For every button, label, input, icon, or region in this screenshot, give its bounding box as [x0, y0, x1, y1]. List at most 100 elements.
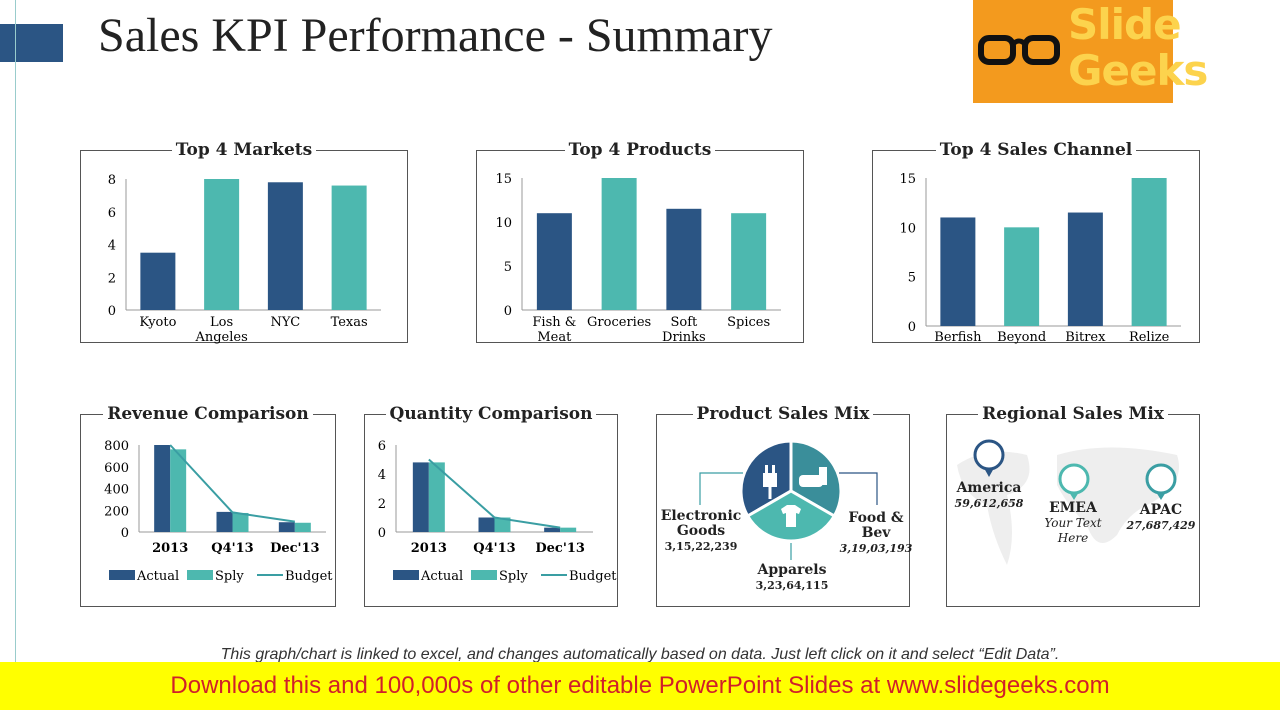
divider	[15, 0, 16, 662]
legend-swatch-sply	[471, 570, 497, 580]
legend-swatch-actual	[393, 570, 419, 580]
logo: Slide Geeks	[973, 0, 1208, 103]
y-tick-label: 0	[378, 526, 386, 541]
y-tick-label: 6	[378, 439, 386, 454]
bar-nyc	[267, 182, 303, 310]
y-tick-label: 0	[908, 320, 916, 335]
footnote: This graph/chart is linked to excel, and…	[220, 646, 1060, 663]
y-tick-label: 0	[108, 304, 116, 319]
x-tick-label: Kyoto	[139, 315, 176, 330]
pin-america	[973, 439, 1005, 477]
chart-title: Top 4 Products	[564, 140, 716, 160]
y-tick-label: 8	[108, 173, 116, 188]
x-tick-label: Berfish	[934, 330, 982, 345]
logo-line2: Geeks	[1068, 46, 1208, 95]
top-markets-chart: Top 4 Markets 0 2 4 6 8 Kyoto Los Angeles NYC Texa…	[80, 140, 408, 345]
plug-icon	[763, 465, 777, 499]
x-tick-label: Fish & Meat	[532, 315, 576, 345]
chart-title: Top 4 Markets	[171, 140, 317, 160]
budget-line	[428, 458, 561, 529]
bar-spices	[731, 213, 767, 310]
food-icon	[799, 467, 827, 487]
chart-title: Quantity Comparison	[385, 404, 597, 424]
revenue-comparison-chart: Revenue Comparison 0 200 400 600 800 2013 Q4'13…	[80, 404, 336, 607]
x-tick-label: Q4'13	[473, 541, 515, 556]
bar-beyond	[1004, 227, 1040, 326]
bar-sply	[170, 449, 187, 532]
product-sales-mix: Product Sales Mix Electronic Goods 3,15,2…	[656, 404, 912, 607]
legend-label: Sply	[215, 569, 244, 584]
connector-arrow	[699, 472, 743, 505]
y-tick-label: 600	[104, 461, 129, 476]
y-tick-label: 0	[121, 526, 129, 541]
y-tick-label: 10	[495, 216, 512, 231]
budget-line	[169, 444, 295, 523]
top-channels-chart: Top 4 Sales Channel 0 5 10 15 Berfish Beyond Bi…	[872, 140, 1200, 345]
y-tick-label: 15	[495, 172, 512, 187]
pin-apac	[1145, 463, 1177, 500]
bar-groceries	[601, 178, 637, 310]
y-tick-label: 6	[108, 206, 116, 221]
bar-berfish	[940, 217, 976, 326]
bar-los-angeles	[204, 179, 240, 310]
legend-label: Actual	[420, 569, 463, 584]
x-tick-label: Spices	[727, 315, 770, 330]
x-tick-label: Beyond	[997, 330, 1046, 345]
legend-label: Budget	[569, 569, 617, 584]
mix-item-apparels: Apparels 3,23,64,115	[755, 562, 829, 593]
bar-actual	[478, 517, 495, 532]
legend-swatch-actual	[109, 570, 135, 580]
y-tick-label: 5	[908, 271, 916, 286]
x-tick-label: Dec'13	[270, 541, 320, 556]
y-tick-label: 800	[104, 439, 129, 454]
legend-label: Sply	[499, 569, 528, 584]
chart-title: Revenue Comparison	[103, 404, 313, 424]
quantity-comparison-chart: Quantity Comparison 0 2 4 6 2013 Q4'13 Dec'13 Ac…	[364, 404, 618, 607]
x-tick-label: Relize	[1129, 330, 1170, 345]
y-tick-label: 400	[104, 483, 129, 498]
download-banner[interactable]: Download this and 100,000s of other edit…	[0, 662, 1280, 710]
bar-actual	[412, 462, 429, 532]
bar-soft-drinks	[666, 208, 702, 310]
bar-relize	[1131, 178, 1167, 326]
y-tick-label: 4	[108, 239, 116, 254]
bar-sply	[232, 512, 249, 532]
y-tick-label: 5	[504, 260, 512, 275]
glasses-icon	[978, 35, 1060, 65]
bar-texas	[331, 185, 367, 310]
bar-sply	[294, 522, 311, 532]
y-tick-label: 15	[899, 172, 916, 187]
regional-sales-mix: Regional Sales Mix America 59,612,658 EME…	[946, 404, 1200, 607]
region-emea: EMEA Your Text Here	[1044, 500, 1102, 546]
bar-kyoto	[140, 252, 176, 310]
pin-emea	[1058, 463, 1090, 500]
chart-title: Regional Sales Mix	[978, 404, 1168, 424]
x-tick-label: Bitrex	[1065, 330, 1106, 345]
y-tick-label: 2	[378, 497, 386, 512]
page-title: Sales KPI Performance - Summary	[98, 9, 773, 62]
bar-sply	[428, 462, 445, 532]
tshirt-icon	[781, 505, 801, 527]
legend-label: Budget	[285, 569, 333, 584]
legend-swatch-sply	[187, 570, 213, 580]
bar-sply	[494, 517, 511, 532]
x-tick-label: 2013	[411, 541, 447, 556]
mix-item-electronic: Electronic Goods 3,15,22,239	[660, 508, 742, 554]
x-tick-label: Q4'13	[211, 541, 253, 556]
y-tick-label: 200	[104, 504, 129, 519]
bar-fish-meat	[536, 213, 572, 310]
region-america: America 59,612,658	[954, 480, 1024, 511]
top-products-chart: Top 4 Products 0 5 10 15 Fish & Meat Groceries S…	[476, 140, 804, 345]
mix-item-food: Food & Bev 3,19,03,193	[839, 510, 913, 556]
region-apac: APAC 27,687,429	[1126, 502, 1196, 533]
y-tick-label: 0	[504, 304, 512, 319]
x-tick-label: Texas	[331, 315, 368, 330]
chart-title: Top 4 Sales Channel	[935, 140, 1137, 160]
y-tick-label: 10	[899, 221, 916, 236]
logo-line1: Slide	[1068, 0, 1182, 49]
x-tick-label: 2013	[152, 541, 188, 556]
bar-actual	[278, 522, 295, 532]
bar-bitrex	[1067, 212, 1103, 326]
y-tick-label: 2	[108, 271, 116, 286]
y-tick-label: 4	[378, 468, 386, 483]
